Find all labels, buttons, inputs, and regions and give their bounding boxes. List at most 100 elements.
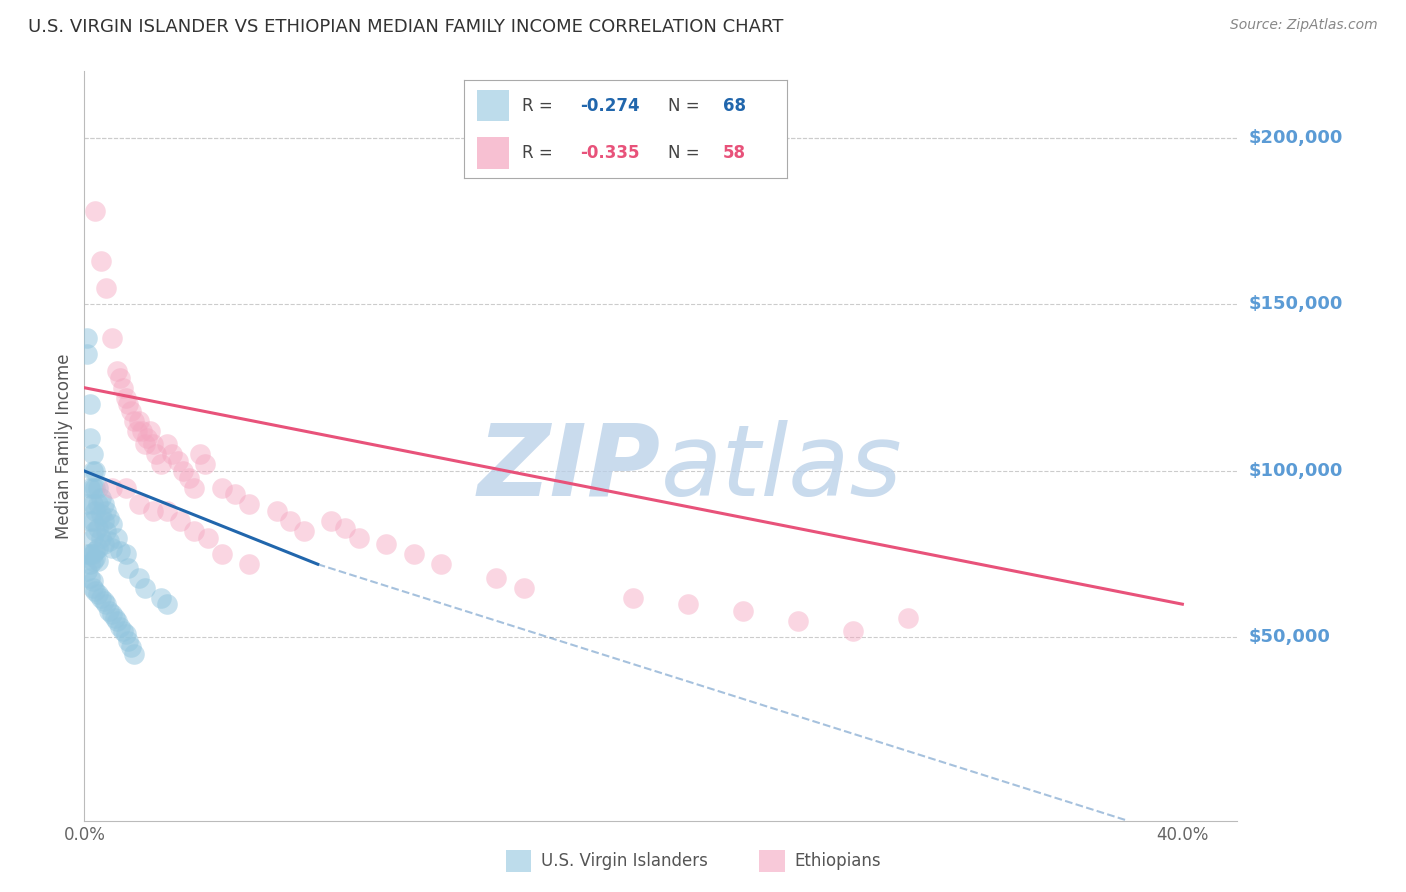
Point: [90, 531, 112, 545]
Point: [76, 497, 98, 511]
Point: [621, 591, 644, 605]
Point: [114, 547, 136, 561]
Point: [114, 627, 136, 641]
Point: [402, 547, 425, 561]
Point: [678, 597, 700, 611]
Point: [430, 558, 453, 572]
Point: [93, 497, 115, 511]
Point: [169, 514, 191, 528]
Point: [84, 481, 107, 495]
Point: [177, 470, 200, 484]
Text: U.S. Virgin Islanders: U.S. Virgin Islanders: [541, 852, 709, 871]
Point: [82, 464, 104, 478]
Point: [90, 254, 112, 268]
Point: [90, 491, 112, 505]
Point: [150, 458, 173, 472]
Point: [79, 481, 101, 495]
Point: [134, 581, 156, 595]
Point: [108, 544, 131, 558]
Point: [292, 524, 315, 538]
Point: [84, 544, 107, 558]
Text: Source: ZipAtlas.com: Source: ZipAtlas.com: [1230, 18, 1378, 32]
Text: $200,000: $200,000: [1249, 129, 1343, 147]
Point: [117, 560, 139, 574]
Point: [90, 508, 112, 522]
Point: [128, 570, 150, 584]
Point: [105, 531, 128, 545]
Point: [79, 558, 101, 572]
Point: [82, 574, 104, 588]
Point: [188, 447, 211, 461]
Point: [82, 481, 104, 495]
Point: [101, 607, 124, 622]
Point: [142, 437, 165, 451]
Point: [120, 640, 142, 655]
Point: [84, 464, 107, 478]
Point: [87, 554, 110, 568]
Text: N =: N =: [668, 97, 704, 115]
Point: [134, 437, 156, 451]
Point: [111, 381, 134, 395]
Point: [197, 531, 219, 545]
Point: [278, 514, 301, 528]
Point: [76, 547, 98, 561]
Point: [79, 570, 101, 584]
Point: [211, 481, 233, 495]
Point: [512, 581, 534, 595]
Point: [156, 597, 179, 611]
Point: [76, 564, 98, 578]
Point: [125, 424, 148, 438]
Point: [98, 533, 121, 548]
Point: [139, 424, 162, 438]
Point: [82, 531, 104, 545]
Point: [160, 447, 183, 461]
Text: -0.335: -0.335: [581, 144, 640, 161]
Point: [120, 404, 142, 418]
Point: [117, 397, 139, 411]
Text: $50,000: $50,000: [1249, 629, 1330, 647]
Bar: [477, 90, 509, 121]
Text: N =: N =: [668, 144, 704, 161]
Point: [93, 594, 115, 608]
Point: [183, 481, 205, 495]
Text: atlas: atlas: [661, 420, 903, 517]
Point: [79, 547, 101, 561]
Point: [238, 558, 260, 572]
Text: -0.274: -0.274: [581, 97, 640, 115]
Point: [84, 504, 107, 518]
Text: R =: R =: [522, 97, 558, 115]
Point: [321, 514, 343, 528]
Point: [93, 514, 115, 528]
Point: [142, 504, 165, 518]
Text: R =: R =: [522, 144, 558, 161]
Point: [787, 614, 810, 628]
Point: [79, 514, 101, 528]
Point: [733, 604, 755, 618]
Point: [128, 497, 150, 511]
Point: [122, 414, 145, 428]
Point: [90, 591, 112, 605]
Text: Ethiopians: Ethiopians: [794, 852, 882, 871]
Point: [150, 591, 173, 605]
Point: [79, 397, 101, 411]
Point: [897, 610, 920, 624]
Point: [82, 447, 104, 461]
Point: [194, 458, 217, 472]
Point: [87, 497, 110, 511]
Point: [145, 447, 167, 461]
Point: [101, 517, 124, 532]
Text: 68: 68: [723, 97, 745, 115]
Text: 58: 58: [723, 144, 745, 161]
Point: [122, 647, 145, 661]
Point: [101, 481, 124, 495]
Text: $100,000: $100,000: [1249, 462, 1343, 480]
Point: [87, 587, 110, 601]
Text: $150,000: $150,000: [1249, 295, 1343, 313]
Point: [156, 504, 179, 518]
Point: [333, 520, 356, 534]
Point: [87, 541, 110, 555]
Point: [96, 524, 118, 538]
Point: [347, 531, 370, 545]
Point: [131, 424, 153, 438]
Point: [183, 524, 205, 538]
